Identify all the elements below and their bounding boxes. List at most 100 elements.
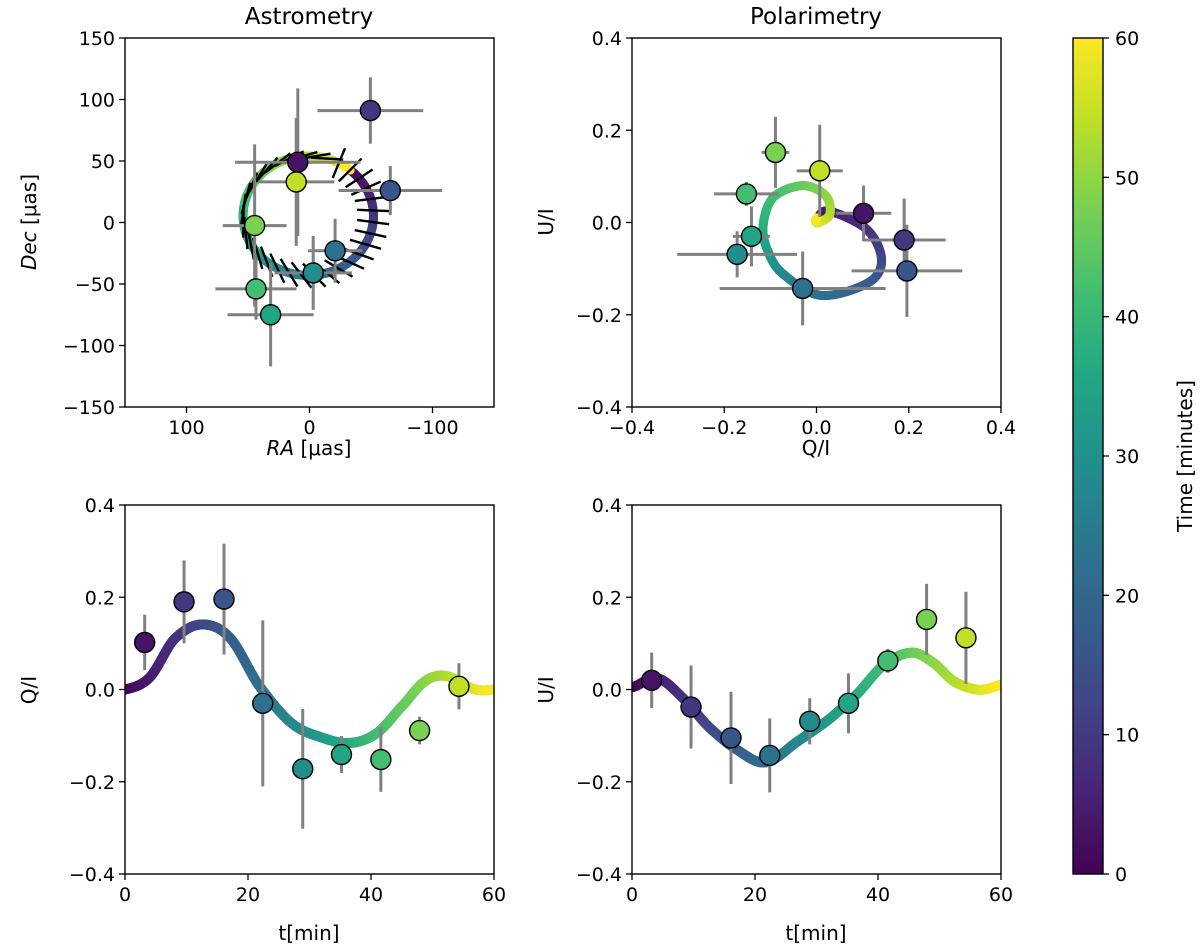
u-point	[799, 710, 821, 733]
evpa-tick	[344, 168, 374, 189]
x-tick-label: 40	[359, 884, 383, 906]
dec-unit: [μas]	[17, 174, 41, 231]
q-point	[370, 748, 392, 771]
astrometry-point	[302, 262, 324, 284]
u-point	[640, 669, 663, 691]
y-tick-label: 0.0	[592, 213, 622, 235]
colorbar-label: Time [minutes]	[1173, 380, 1197, 533]
astrometry-point	[285, 171, 307, 193]
evpa-tick	[356, 218, 390, 226]
x-tick-label: 60	[989, 884, 1013, 906]
evpa-tick	[290, 261, 313, 289]
u-point	[759, 744, 781, 767]
colorbar-tick-label: 40	[1115, 307, 1139, 329]
y-tick-label: −0.4	[576, 864, 622, 886]
y-tick-label: −150	[63, 397, 115, 419]
q-point	[252, 692, 274, 715]
polarimetry-title: Polarimetry	[750, 4, 882, 30]
y-tick-label: −0.2	[69, 772, 115, 794]
y-tick-label: 150	[79, 28, 115, 50]
colorbar-tick-label: 60	[1115, 28, 1139, 50]
polarimetry-xlabel: Q/I	[802, 436, 830, 460]
evpa-tick	[248, 163, 268, 193]
colorbar-tick-label: 0	[1115, 864, 1127, 886]
polarimetry-ylabel: U/I	[534, 208, 558, 235]
y-tick-label: −0.2	[576, 305, 622, 327]
qu-point	[764, 141, 787, 164]
q-point	[330, 743, 353, 766]
y-tick-label: 0.0	[85, 680, 115, 702]
q-time-ylabel: Q/I	[17, 676, 41, 704]
u-vs-time-axes: 0 20 40 60 0.4 0.2 0.0 −0.2 −0.4	[576, 495, 1013, 906]
y-tick-label: 0	[103, 213, 115, 235]
astrometry-point	[359, 99, 382, 122]
astrometry-point	[243, 214, 266, 237]
q-vs-time-content	[125, 543, 494, 829]
evpa-tick	[357, 208, 390, 213]
u-point	[680, 696, 702, 718]
colorbar-tick-label: 20	[1115, 585, 1139, 607]
x-tick-label: −0.2	[701, 417, 747, 439]
u-point	[877, 650, 899, 672]
y-tick-label: −0.4	[69, 864, 115, 886]
x-tick-label: 0	[303, 417, 315, 439]
qu-point	[896, 260, 918, 282]
qu-point	[726, 243, 748, 266]
astrometry-title: Astrometry	[245, 4, 373, 30]
ra-label: RA	[267, 436, 295, 460]
y-tick-label: −0.4	[576, 397, 622, 419]
astrometry-point	[259, 304, 282, 326]
y-tick-label: 0.4	[592, 495, 622, 517]
y-tick-label: −0.2	[576, 772, 622, 794]
y-tick-label: 50	[91, 151, 115, 173]
q-time-xlabel: t[min]	[278, 921, 339, 945]
x-tick-label: 60	[482, 884, 506, 906]
colorbar: 0 10 20 30 40 50 60	[1072, 28, 1139, 886]
y-tick-label: −50	[75, 274, 115, 296]
qu-point	[735, 183, 758, 205]
astrometry-point	[245, 278, 267, 300]
colorbar-tick-label: 30	[1115, 446, 1139, 468]
evpa-tick	[354, 228, 387, 239]
x-tick-label: 0.4	[986, 417, 1016, 439]
y-tick-label: 0.4	[592, 28, 622, 50]
u-time-xlabel: t[min]	[785, 921, 846, 945]
u-point	[720, 727, 742, 749]
q-point	[448, 675, 470, 697]
q-vs-time-axes: 0 20 40 60 0.4 0.2 0.0 −0.2 −0.4	[69, 495, 506, 906]
dec-label: Dec	[17, 231, 41, 270]
y-tick-label: 0.2	[592, 120, 622, 142]
qu-point	[852, 202, 875, 224]
x-tick-label: 40	[866, 884, 890, 906]
astrometry-point	[379, 179, 402, 202]
qu-point	[809, 160, 831, 182]
colorbar-bar	[1072, 37, 1104, 875]
qu-point	[893, 229, 915, 251]
x-tick-label: −0.4	[609, 417, 655, 439]
astrometry-xlabel: RA [μas]	[267, 436, 352, 460]
astrometry-ylabel: Dec [μas]	[17, 174, 41, 270]
x-tick-label: 0.2	[894, 417, 924, 439]
evpa-tick	[310, 156, 344, 161]
x-tick-label: 100	[168, 417, 204, 439]
astrometry-content	[215, 77, 442, 367]
x-tick-label: 0	[119, 884, 131, 906]
u-vs-time-content	[632, 583, 1001, 793]
q-point	[213, 588, 235, 610]
astrometry-frame	[124, 37, 495, 408]
x-tick-label: −100	[406, 417, 458, 439]
astrometry-axes: 100 0 −100 150 100 50 0 −50 −100 −150	[63, 28, 495, 439]
q-vs-time-frame	[124, 504, 495, 875]
y-tick-label: 0.4	[85, 495, 115, 517]
x-tick-label: 20	[743, 884, 767, 906]
u-point	[955, 627, 977, 649]
y-tick-label: 0.2	[85, 587, 115, 609]
evpa-tick	[354, 195, 388, 203]
x-tick-label: 0.0	[801, 417, 831, 439]
y-tick-label: 100	[79, 90, 115, 112]
q-point	[292, 758, 314, 780]
polarimetry-frame	[631, 37, 1002, 408]
astrometry-point	[324, 240, 346, 262]
